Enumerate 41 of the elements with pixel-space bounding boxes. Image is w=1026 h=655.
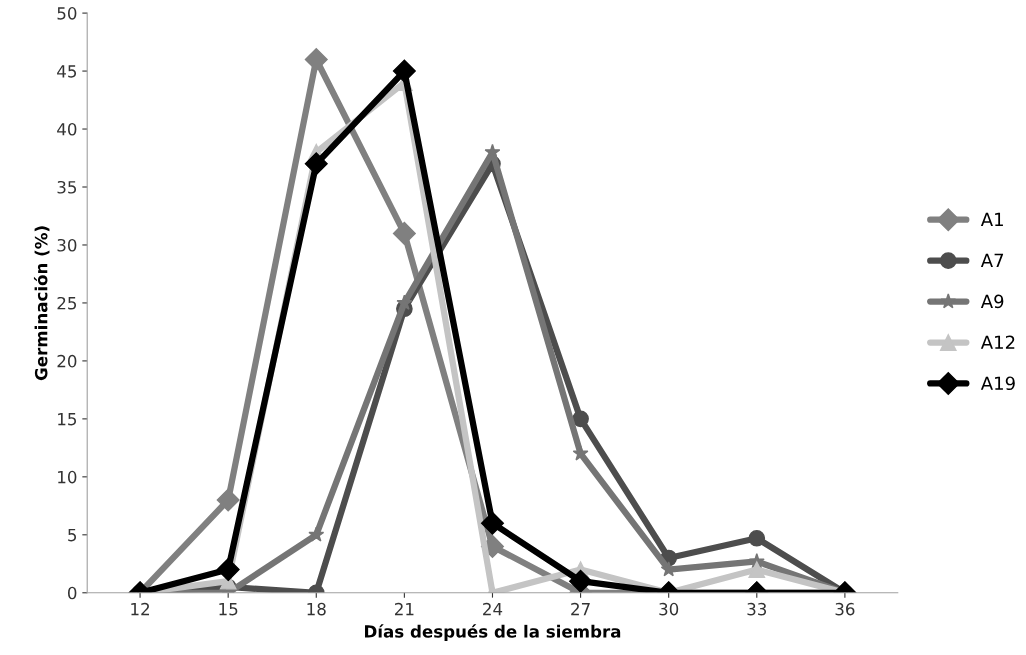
point (748, 561, 766, 578)
x-tick-label: 27 (571, 602, 590, 616)
x-tick-label: 24 (483, 602, 503, 616)
point (480, 511, 504, 535)
legend-label: A1 (980, 212, 1003, 227)
y-tick-label: 30 (57, 238, 77, 252)
point (304, 152, 328, 176)
point (308, 526, 325, 542)
y-tick-label: 0 (67, 586, 77, 600)
legend-label: A19 (980, 376, 1015, 391)
x-tick-label: 15 (219, 603, 238, 616)
point (748, 529, 766, 547)
point (392, 59, 416, 83)
point (216, 488, 240, 512)
y-tick-label: 10 (58, 470, 77, 484)
point (304, 47, 328, 71)
point (396, 294, 413, 310)
point (569, 569, 593, 593)
x-tick-label: 12 (131, 602, 150, 616)
y-axis-title: Germinación (%) (33, 226, 50, 381)
y-tick-label: 45 (57, 65, 77, 78)
y-tick-label: 50 (57, 7, 77, 20)
x-tick-label: 30 (659, 602, 679, 616)
point (572, 445, 589, 461)
point (216, 558, 240, 582)
y-tick-label: 20 (57, 354, 77, 368)
x-tick-label: 18 (307, 602, 326, 616)
x-tick-label: 21 (395, 602, 414, 616)
x-axis-title: Días después de la siembra (365, 624, 621, 641)
x-tick-label: 33 (747, 602, 767, 616)
point (392, 221, 416, 245)
legend-label: A9 (980, 294, 1004, 309)
x-tick-label: 36 (835, 602, 855, 616)
y-tick-label: 40 (57, 123, 77, 136)
y-tick-label: 35 (57, 180, 77, 194)
y-tick-label: 25 (57, 296, 77, 310)
y-tick-label: 5 (68, 528, 77, 542)
y-tick-label: 15 (58, 413, 77, 426)
legend-label: A12 (980, 335, 1015, 349)
point (572, 410, 589, 428)
legend-label: A7 (980, 253, 1004, 267)
